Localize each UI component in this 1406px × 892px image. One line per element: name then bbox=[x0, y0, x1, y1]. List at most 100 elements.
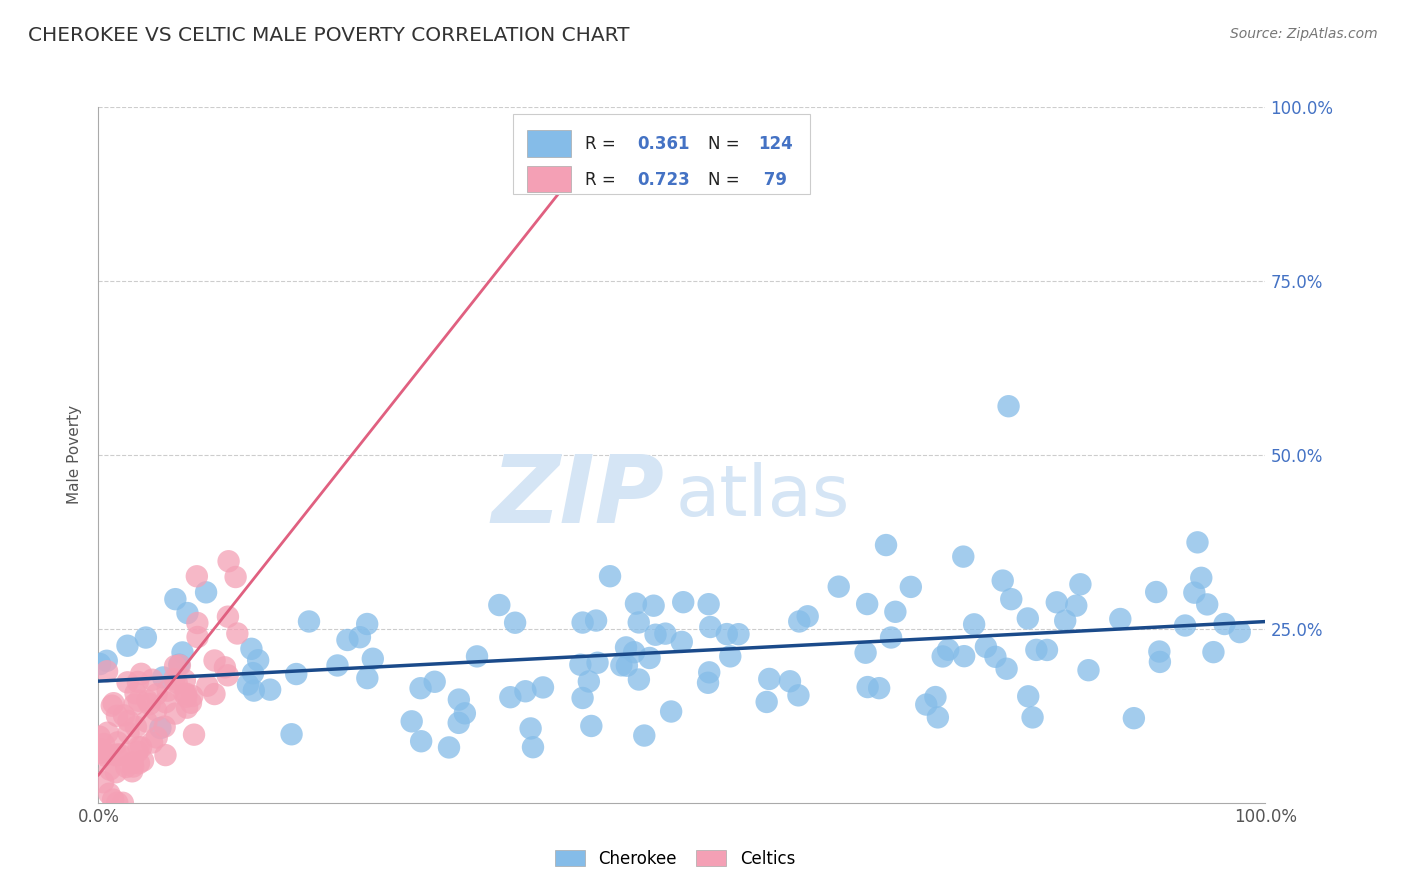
Point bbox=[135, 714, 157, 729]
Point bbox=[995, 662, 1018, 676]
Point bbox=[107, 735, 129, 749]
Point bbox=[1054, 614, 1077, 628]
Point bbox=[240, 641, 263, 656]
Text: CHEROKEE VS CELTIC MALE POVERTY CORRELATION CHART: CHEROKEE VS CELTIC MALE POVERTY CORRELAT… bbox=[28, 26, 630, 45]
Point bbox=[671, 635, 693, 649]
Point bbox=[1213, 617, 1236, 632]
Point bbox=[180, 696, 202, 710]
Point bbox=[984, 649, 1007, 664]
Point bbox=[531, 681, 554, 695]
Point bbox=[915, 698, 938, 712]
Point bbox=[128, 694, 150, 708]
Point bbox=[586, 656, 609, 670]
Point bbox=[141, 735, 163, 749]
Point bbox=[697, 597, 720, 611]
Point bbox=[135, 631, 157, 645]
Point bbox=[931, 649, 953, 664]
Point bbox=[1046, 595, 1069, 609]
Point bbox=[122, 759, 145, 773]
Point bbox=[884, 605, 907, 619]
Text: R =: R = bbox=[585, 136, 621, 153]
Point bbox=[1149, 655, 1171, 669]
Point bbox=[336, 632, 359, 647]
Point bbox=[236, 677, 259, 691]
FancyBboxPatch shape bbox=[527, 166, 571, 192]
Point bbox=[129, 666, 152, 681]
Point bbox=[779, 674, 801, 689]
Text: 0.361: 0.361 bbox=[637, 136, 690, 153]
Point bbox=[991, 574, 1014, 588]
Text: R =: R = bbox=[585, 170, 621, 188]
Point bbox=[716, 627, 738, 641]
Point bbox=[718, 649, 741, 664]
Point bbox=[121, 764, 143, 779]
Point bbox=[104, 765, 127, 780]
Point bbox=[924, 690, 946, 704]
Point bbox=[155, 695, 177, 709]
Point bbox=[91, 775, 114, 789]
Point bbox=[155, 748, 177, 763]
Point bbox=[105, 747, 128, 762]
Point bbox=[997, 399, 1019, 413]
Point bbox=[136, 694, 159, 708]
Point bbox=[145, 703, 167, 717]
Point bbox=[581, 719, 603, 733]
Point bbox=[326, 658, 349, 673]
Point bbox=[875, 538, 897, 552]
Point bbox=[98, 763, 121, 777]
Point bbox=[963, 617, 986, 632]
Legend: Cherokee, Celtics: Cherokee, Celtics bbox=[548, 844, 801, 875]
Point bbox=[659, 705, 682, 719]
Point bbox=[89, 657, 111, 671]
Point bbox=[218, 554, 240, 568]
Point bbox=[247, 653, 270, 667]
Point bbox=[145, 731, 167, 745]
Point bbox=[141, 673, 163, 687]
Point bbox=[856, 680, 879, 694]
Point bbox=[1144, 585, 1167, 599]
Point bbox=[152, 670, 174, 684]
Point bbox=[89, 730, 111, 744]
Point bbox=[121, 756, 143, 770]
Point bbox=[515, 684, 537, 698]
Point bbox=[868, 681, 890, 695]
Point bbox=[173, 687, 195, 701]
Point bbox=[627, 615, 650, 630]
Point bbox=[755, 695, 778, 709]
Point bbox=[633, 729, 655, 743]
Point bbox=[105, 796, 128, 810]
Point bbox=[610, 658, 633, 673]
Point bbox=[571, 690, 593, 705]
Point bbox=[128, 756, 150, 771]
Point bbox=[356, 617, 378, 632]
Point bbox=[174, 673, 197, 688]
Point bbox=[195, 679, 218, 693]
Y-axis label: Male Poverty: Male Poverty bbox=[67, 405, 83, 505]
Point bbox=[697, 675, 720, 690]
Point bbox=[499, 690, 522, 705]
Point bbox=[1017, 611, 1039, 625]
Point bbox=[169, 658, 191, 673]
Point bbox=[176, 606, 198, 620]
Point bbox=[259, 682, 281, 697]
Point bbox=[108, 747, 131, 762]
Point bbox=[519, 722, 541, 736]
Point bbox=[165, 659, 187, 673]
Text: 79: 79 bbox=[758, 170, 787, 188]
Point bbox=[952, 549, 974, 564]
FancyBboxPatch shape bbox=[513, 114, 810, 194]
Point bbox=[91, 742, 114, 756]
Point bbox=[1109, 612, 1132, 626]
Point bbox=[411, 734, 433, 748]
Point bbox=[447, 692, 470, 706]
Point bbox=[153, 720, 176, 734]
Point bbox=[1187, 535, 1209, 549]
Point bbox=[89, 745, 111, 759]
Point bbox=[117, 639, 139, 653]
Point bbox=[654, 626, 676, 640]
Point bbox=[672, 595, 695, 609]
Point bbox=[644, 628, 666, 642]
Point bbox=[855, 646, 877, 660]
Text: Source: ZipAtlas.com: Source: ZipAtlas.com bbox=[1230, 27, 1378, 41]
Point bbox=[165, 706, 187, 721]
